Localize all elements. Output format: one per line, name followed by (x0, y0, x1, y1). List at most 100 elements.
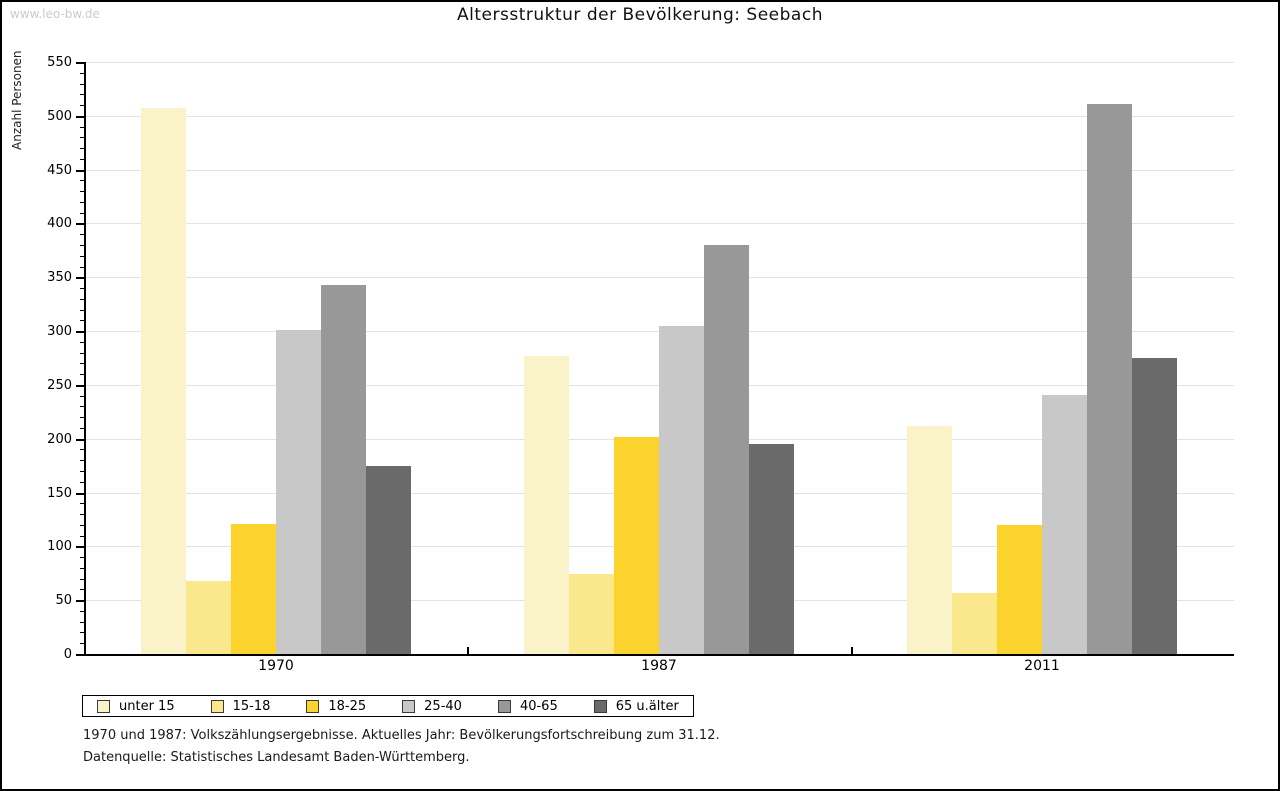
y-minor-tick (80, 310, 84, 311)
bar-2011-40-65 (1087, 104, 1132, 654)
y-minor-tick (80, 460, 84, 461)
y-minor-tick (80, 525, 84, 526)
footnotes: 1970 und 1987: Volkszählungsergebnisse. … (83, 725, 720, 769)
y-minor-tick (80, 180, 84, 181)
legend-item-65-u.älter: 65 u.älter (593, 698, 679, 714)
y-major-tick (76, 116, 84, 118)
y-minor-tick (80, 396, 84, 397)
y-minor-tick (80, 536, 84, 537)
y-major-tick (76, 600, 84, 602)
x-axis (84, 654, 1234, 656)
y-minor-tick (80, 73, 84, 74)
bar-2011-25-40 (1042, 395, 1087, 654)
y-major-tick (76, 546, 84, 548)
y-major-tick (76, 223, 84, 225)
bar-1987-unter-15 (524, 356, 569, 654)
y-minor-tick (80, 299, 84, 300)
y-tick-label: 550 (47, 55, 72, 70)
y-minor-tick (80, 353, 84, 354)
y-tick-label: 250 (47, 378, 72, 393)
y-minor-tick (80, 482, 84, 483)
y-major-tick (76, 331, 84, 333)
x-boundary-tick (467, 647, 469, 654)
y-tick-label: 450 (47, 163, 72, 178)
gridline (84, 62, 1234, 63)
bar-1987-65-u.älter (749, 444, 794, 654)
y-minor-tick (80, 611, 84, 612)
y-minor-tick (80, 127, 84, 128)
legend-label: 40-65 (519, 698, 558, 714)
gridline (84, 116, 1234, 117)
y-tick-label: 300 (47, 324, 72, 339)
y-major-tick (76, 654, 84, 656)
y-minor-tick (80, 288, 84, 289)
y-tick-label: 150 (47, 486, 72, 501)
x-tick-label: 2011 (1024, 658, 1060, 674)
legend-item-25-40: 25-40 (402, 699, 462, 714)
legend-label: 15-18 (232, 698, 271, 714)
y-tick-label: 0 (63, 647, 72, 662)
y-minor-tick (80, 320, 84, 321)
y-minor-tick (80, 234, 84, 235)
legend-swatch-icon (210, 699, 224, 713)
y-minor-tick (80, 267, 84, 268)
y-minor-tick (80, 245, 84, 246)
gridline (84, 170, 1234, 171)
y-minor-tick (80, 503, 84, 504)
gridline (84, 223, 1234, 224)
bar-2011-unter-15 (907, 426, 952, 654)
y-minor-tick (80, 622, 84, 623)
bar-1970-15-18 (186, 581, 231, 654)
watermark: www.leo-bw.de (10, 7, 100, 21)
bar-2011-15-18 (952, 593, 997, 654)
legend-label: 65 u.älter (615, 698, 679, 714)
y-minor-tick (80, 202, 84, 203)
y-tick-label: 500 (47, 109, 72, 124)
y-major-tick (76, 385, 84, 387)
legend-swatch-icon (497, 699, 511, 713)
y-minor-tick (80, 632, 84, 633)
y-minor-tick (80, 374, 84, 375)
bar-1987-40-65 (704, 245, 749, 654)
chart-title: Altersstruktur der Bevölkerung: Seebach (457, 5, 823, 25)
bar-1987-15-18 (569, 574, 614, 654)
y-major-tick (76, 62, 84, 64)
y-minor-tick (80, 417, 84, 418)
y-minor-tick (80, 137, 84, 138)
legend-item-18-25: 18-25 (306, 699, 366, 714)
y-major-tick (76, 170, 84, 172)
x-tick-label: 1970 (258, 658, 294, 674)
legend-item-unter-15: unter 15 (97, 699, 175, 714)
y-minor-tick (80, 213, 84, 214)
legend: unter 15 15-18 18-25 25-40 40-65 65 u.älter (82, 695, 694, 717)
y-minor-tick (80, 191, 84, 192)
y-minor-tick (80, 94, 84, 95)
y-minor-tick (80, 514, 84, 515)
legend-swatch-icon (306, 699, 320, 713)
footnote-line: 1970 und 1987: Volkszählungsergebnisse. … (83, 728, 720, 743)
y-minor-tick (80, 148, 84, 149)
bar-1970-unter-15 (141, 108, 186, 654)
bar-1970-40-65 (321, 285, 366, 654)
y-minor-tick (80, 557, 84, 558)
y-minor-tick (80, 589, 84, 590)
legend-swatch-icon (402, 699, 416, 713)
y-minor-tick (80, 105, 84, 106)
y-minor-tick (80, 449, 84, 450)
bar-1987-25-40 (659, 326, 704, 654)
y-minor-tick (80, 256, 84, 257)
y-tick-label: 200 (47, 432, 72, 447)
legend-label: 25-40 (424, 698, 462, 714)
y-minor-tick (80, 471, 84, 472)
y-minor-tick (80, 579, 84, 580)
legend-item-15-18: 15-18 (210, 698, 271, 714)
legend-item-40-65: 40-65 (497, 698, 558, 714)
gridline (84, 277, 1234, 278)
y-tick-label: 400 (47, 216, 72, 231)
bar-1970-25-40 (276, 330, 321, 654)
y-major-tick (76, 439, 84, 441)
y-minor-tick (80, 363, 84, 364)
y-minor-tick (80, 84, 84, 85)
y-minor-tick (80, 428, 84, 429)
